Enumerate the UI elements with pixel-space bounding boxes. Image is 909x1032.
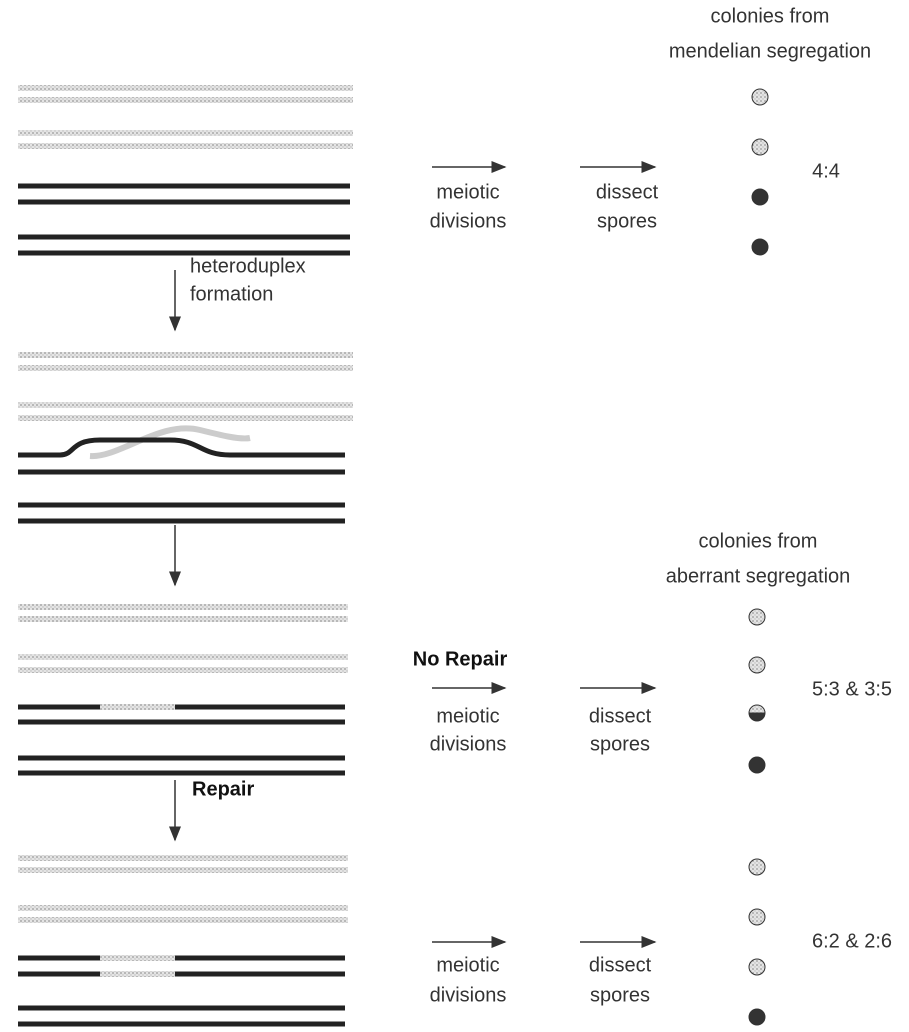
step-label: meiotic (436, 181, 499, 203)
ratio: 5:3 & 3:5 (812, 678, 892, 700)
heading: mendelian segregation (669, 40, 871, 62)
step-label: dissect (589, 705, 652, 727)
heading: colonies from (711, 5, 830, 27)
step-label: spores (597, 210, 657, 232)
diagram: colonies from mendelian segregation meio… (0, 0, 909, 1032)
step-label: meiotic (436, 954, 499, 976)
step-label: spores (590, 984, 650, 1006)
dna-strands (18, 85, 353, 1024)
step-label: meiotic (436, 705, 499, 727)
ratio: 6:2 & 2:6 (812, 930, 892, 952)
transition-label: Repair (192, 778, 254, 800)
step-label: dissect (589, 954, 652, 976)
heading: colonies from (699, 530, 818, 552)
step-label: divisions (430, 984, 507, 1006)
step-label: divisions (430, 210, 507, 232)
step-label: divisions (430, 733, 507, 755)
transition-label: heteroduplex (190, 255, 306, 277)
step-label: spores (590, 733, 650, 755)
branch-label: No Repair (413, 648, 508, 670)
ratio: 4:4 (812, 160, 840, 182)
step-label: dissect (596, 181, 659, 203)
heading: aberrant segregation (666, 565, 851, 587)
colonies (749, 89, 768, 1025)
transition-label: formation (190, 283, 273, 305)
